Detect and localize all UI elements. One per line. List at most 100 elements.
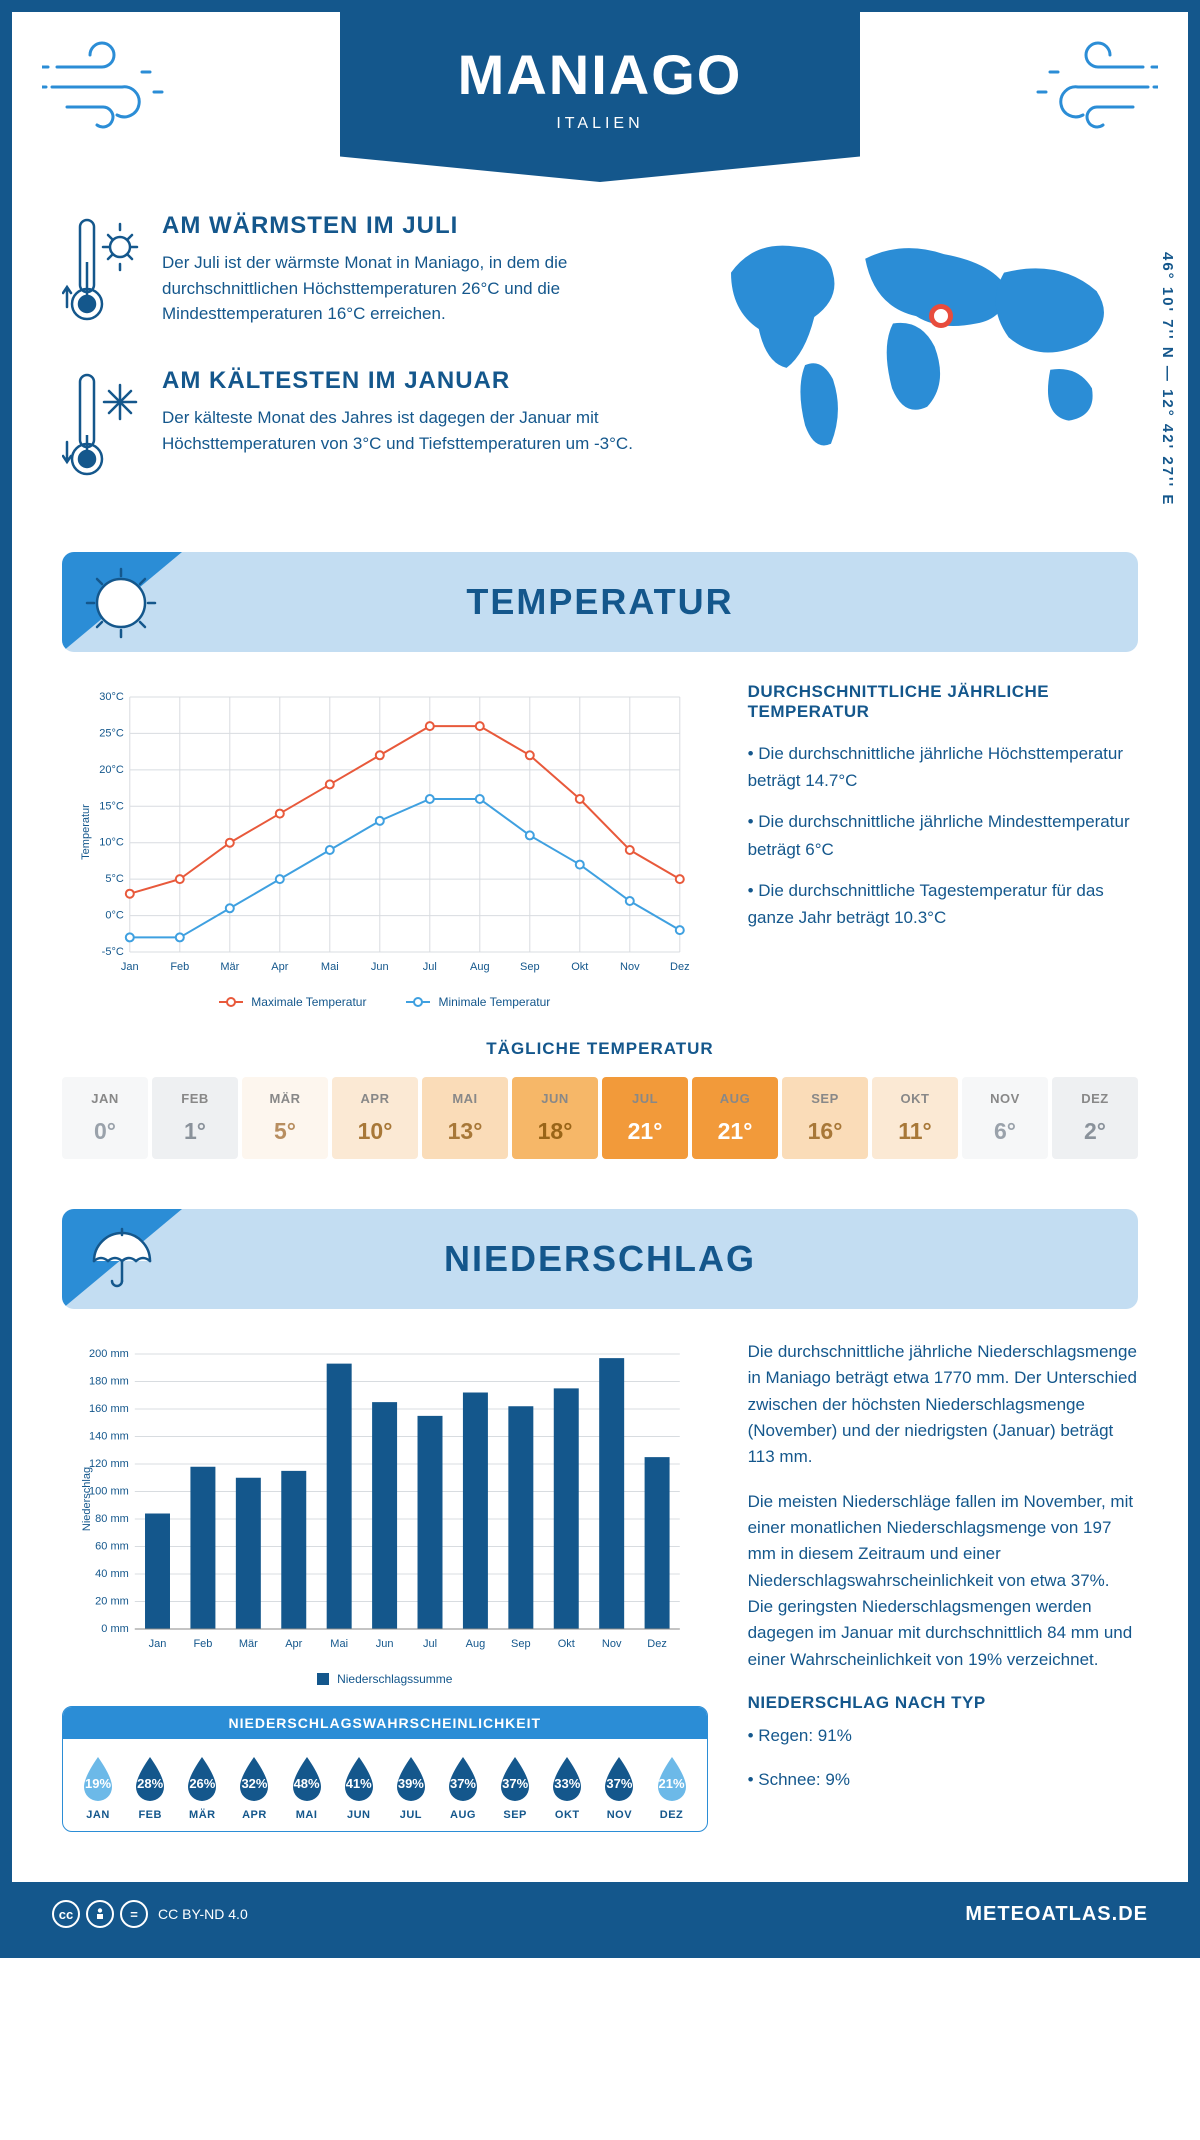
daily-temp-cell: JUL21°	[602, 1077, 688, 1159]
brand: METEOATLAS.DE	[965, 1903, 1148, 1926]
temp-info-bullet: • Die durchschnittliche Tagestemperatur …	[748, 877, 1138, 931]
page: MANIAGO ITALIEN	[0, 0, 1200, 1958]
svg-text:Okt: Okt	[571, 961, 588, 973]
prob-cell: 41% JUN	[334, 1753, 384, 1821]
svg-text:180 mm: 180 mm	[89, 1376, 129, 1388]
daily-temp-cell: JUN18°	[512, 1077, 598, 1159]
footer: cc = CC BY-ND 4.0 METEOATLAS.DE	[12, 1882, 1188, 1946]
prob-cell: 33%OKT	[542, 1753, 592, 1821]
chart-legend: Maximale Temperatur Minimale Temperatur	[62, 995, 708, 1009]
svg-text:Aug: Aug	[466, 1638, 486, 1650]
prob-cell: 32%APR	[229, 1753, 279, 1821]
month-label: DEZ	[646, 1809, 696, 1821]
svg-text:Feb: Feb	[170, 961, 189, 973]
precip-type-bullet: • Schnee: 9%	[748, 1767, 1138, 1793]
prob-value: 28%	[137, 1776, 163, 1791]
svg-text:Niederschlag: Niederschlag	[81, 1467, 93, 1531]
legend-min: Minimale Temperatur	[438, 995, 550, 1009]
umbrella-icon	[84, 1223, 154, 1298]
temp-value: 16°	[786, 1118, 864, 1145]
prob-cell: 39% JUL	[386, 1753, 436, 1821]
month-label: APR	[336, 1091, 414, 1106]
svg-text:Temperatur: Temperatur	[80, 804, 92, 860]
chart-legend: Niederschlagssumme	[62, 1672, 708, 1686]
month-label: JAN	[66, 1091, 144, 1106]
month-label: FEB	[125, 1809, 175, 1821]
month-label: JUL	[386, 1809, 436, 1821]
prob-cell: 21%DEZ	[646, 1753, 696, 1821]
country-label: ITALIEN	[360, 115, 840, 133]
temp-value: 13°	[426, 1118, 504, 1145]
temp-value: 6°	[966, 1118, 1044, 1145]
precipitation-info: Die durchschnittliche jährliche Niedersc…	[748, 1339, 1138, 1832]
month-label: MAI	[282, 1809, 332, 1821]
prob-cell: 48% MAI	[282, 1753, 332, 1821]
svg-text:Apr: Apr	[285, 1638, 302, 1650]
month-label: JUL	[606, 1091, 684, 1106]
raindrop-icon: 41%	[339, 1753, 379, 1803]
prob-value: 19%	[85, 1776, 111, 1791]
precip-type-title: NIEDERSCHLAG NACH TYP	[748, 1693, 1138, 1713]
precip-type-bullet: • Regen: 91%	[748, 1723, 1138, 1749]
month-label: DEZ	[1056, 1091, 1134, 1106]
daily-temp-cell: MAI13°	[422, 1077, 508, 1159]
svg-text:Jun: Jun	[371, 961, 389, 973]
prob-value: 32%	[241, 1776, 267, 1791]
header: MANIAGO ITALIEN	[12, 12, 1188, 182]
temp-value: 0°	[66, 1118, 144, 1145]
license-text: CC BY-ND 4.0	[158, 1906, 248, 1922]
svg-text:15°C: 15°C	[99, 800, 124, 812]
daily-temp-cell: NOV6°	[962, 1077, 1048, 1159]
svg-text:Mai: Mai	[321, 961, 339, 973]
svg-text:5°C: 5°C	[105, 873, 124, 885]
svg-text:Sep: Sep	[511, 1638, 531, 1650]
coldest-text: Der kälteste Monat des Jahres ist dagege…	[162, 405, 654, 456]
daily-temp-cell: SEP 16°	[782, 1077, 868, 1159]
svg-text:120 mm: 120 mm	[89, 1458, 129, 1470]
nd-icon: =	[120, 1900, 148, 1928]
prob-value: 37%	[606, 1776, 632, 1791]
svg-text:80 mm: 80 mm	[95, 1513, 129, 1525]
section-title: NIEDERSCHLAG	[444, 1238, 756, 1280]
prob-cell: 28% FEB	[125, 1753, 175, 1821]
prob-value: 41%	[346, 1776, 372, 1791]
month-label: FEB	[156, 1091, 234, 1106]
warmest-title: AM WÄRMSTEN IM JULI	[162, 212, 654, 240]
prob-value: 26%	[189, 1776, 215, 1791]
svg-text:Nov: Nov	[602, 1638, 622, 1650]
raindrop-icon: 37%	[599, 1753, 639, 1803]
sun-icon	[84, 566, 158, 645]
coldest-block: AM KÄLTESTEN IM JANUAR Der kälteste Mona…	[62, 367, 654, 492]
prob-value: 48%	[294, 1776, 320, 1791]
prob-title: NIEDERSCHLAGSWAHRSCHEINLICHKEIT	[63, 1707, 707, 1739]
svg-text:60 mm: 60 mm	[95, 1541, 129, 1553]
prob-cell: 19% JAN	[73, 1753, 123, 1821]
temp-value: 2°	[1056, 1118, 1134, 1145]
svg-text:Jul: Jul	[423, 961, 437, 973]
section-title: TEMPERATUR	[466, 581, 733, 623]
svg-text:Jul: Jul	[423, 1638, 437, 1650]
thermometer-cold-icon	[62, 367, 142, 492]
month-label: JUN	[334, 1809, 384, 1821]
month-label: JAN	[73, 1809, 123, 1821]
svg-text:25°C: 25°C	[99, 727, 124, 739]
temp-value: 1°	[156, 1118, 234, 1145]
daily-temp-title: TÄGLICHE TEMPERATUR	[62, 1039, 1138, 1059]
month-label: SEP	[786, 1091, 864, 1106]
raindrop-icon: 39%	[391, 1753, 431, 1803]
raindrop-icon: 37%	[443, 1753, 483, 1803]
svg-text:10°C: 10°C	[99, 837, 124, 849]
raindrop-icon: 48%	[287, 1753, 327, 1803]
daily-temp-cell: MÄR5°	[242, 1077, 328, 1159]
daily-temp-cell: OKT11°	[872, 1077, 958, 1159]
svg-text:200 mm: 200 mm	[89, 1348, 129, 1360]
month-label: SEP	[490, 1809, 540, 1821]
svg-text:Okt: Okt	[558, 1638, 575, 1650]
temperature-info: DURCHSCHNITTLICHE JÄHRLICHE TEMPERATUR •…	[748, 682, 1138, 1009]
month-label: MÄR	[246, 1091, 324, 1106]
coordinates: 46° 10' 7'' N — 12° 42' 27'' E	[1159, 252, 1176, 506]
by-icon	[86, 1900, 114, 1928]
svg-text:Apr: Apr	[271, 961, 288, 973]
temp-info-bullet: • Die durchschnittliche jährliche Mindes…	[748, 808, 1138, 862]
svg-text:Mai: Mai	[330, 1638, 348, 1650]
